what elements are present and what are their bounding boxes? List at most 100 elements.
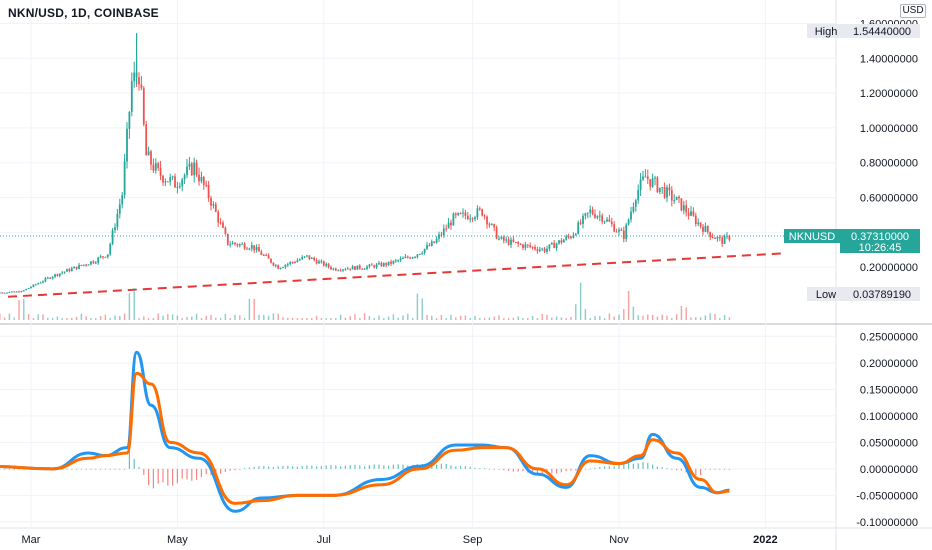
volume-bar xyxy=(675,314,678,320)
volume-bar xyxy=(272,313,275,320)
candle-body xyxy=(190,163,193,176)
macd-histogram-bar xyxy=(392,464,394,469)
candle-body xyxy=(296,260,299,263)
volume-bar xyxy=(42,314,44,320)
currency-badge[interactable]: USD xyxy=(900,4,926,18)
candle-body xyxy=(226,233,229,245)
macd-histogram-bar xyxy=(532,468,534,474)
candle-body xyxy=(284,264,287,268)
candle-body xyxy=(438,234,440,239)
macd-histogram-bar xyxy=(95,468,97,470)
candle-body xyxy=(32,284,35,287)
macd-histogram-bar xyxy=(493,468,495,470)
macd-histogram-bar xyxy=(138,467,140,469)
volume-bar xyxy=(464,315,467,320)
volume-bar xyxy=(656,316,659,320)
volume-bar xyxy=(584,309,587,320)
macd-histogram-bar xyxy=(124,468,126,470)
macd-histogram-bar xyxy=(272,467,274,469)
volume-bar xyxy=(546,314,548,320)
candle-body xyxy=(207,184,210,199)
candle-body xyxy=(680,198,683,211)
candle-body xyxy=(342,269,344,271)
candle-body xyxy=(373,265,376,268)
macd-histogram-bar xyxy=(608,466,610,469)
macd-histogram-bar xyxy=(186,468,188,480)
candle-body xyxy=(181,179,184,187)
volume-bar xyxy=(71,317,73,320)
candle-body xyxy=(692,211,695,216)
candle-body xyxy=(390,261,392,264)
volume-bar xyxy=(608,313,611,320)
macd-histogram-bar xyxy=(220,468,222,474)
candle-body xyxy=(154,163,157,171)
candle-body xyxy=(327,263,330,268)
volume-bar xyxy=(575,304,577,320)
macd-histogram-bar xyxy=(239,468,241,470)
volume-bar xyxy=(330,318,332,320)
macd-histogram-bar xyxy=(474,467,476,469)
macd-histogram-bar xyxy=(671,468,673,470)
volume-bar xyxy=(421,298,423,320)
candle-body xyxy=(466,215,469,220)
macd-histogram-bar xyxy=(104,468,106,470)
volume-bar xyxy=(459,315,462,320)
candle-body xyxy=(706,226,709,232)
volume-bar xyxy=(541,313,543,320)
macd-tick-label: 0.00000000 xyxy=(860,464,918,476)
volume-bar xyxy=(301,318,303,320)
candle-body xyxy=(445,228,448,230)
macd-histogram-bar xyxy=(349,464,351,469)
volume-bar xyxy=(95,318,97,320)
macd-histogram-bar xyxy=(556,468,558,474)
candle-body xyxy=(164,181,167,183)
volume-bar xyxy=(114,315,116,320)
candle-body xyxy=(186,166,188,176)
volume-bar xyxy=(205,315,207,320)
volume-bar xyxy=(13,317,15,320)
volume-bar xyxy=(224,313,227,320)
macd-histogram-bar xyxy=(488,468,490,470)
candle-body xyxy=(630,211,632,220)
volume-bar xyxy=(27,314,30,320)
candle-body xyxy=(560,240,563,243)
ticker-label: NKNUSD xyxy=(789,231,836,243)
candle-body xyxy=(565,236,568,240)
macd-histogram-bar xyxy=(277,466,279,469)
macd-tick-label: 0.10000000 xyxy=(860,411,918,423)
candle-body xyxy=(498,238,500,240)
macd-histogram-bar xyxy=(469,466,471,469)
volume-bar xyxy=(296,318,299,320)
candle-body xyxy=(258,247,260,252)
macd-histogram-bar xyxy=(440,463,442,469)
macd-histogram-bar xyxy=(479,468,481,469)
volume-bar xyxy=(560,317,563,320)
high-label-text: High xyxy=(815,26,838,38)
candle-body xyxy=(603,221,606,223)
candle-body xyxy=(726,235,728,237)
candle-body xyxy=(22,290,25,292)
volume-bar xyxy=(685,307,687,320)
macd-histogram-bar xyxy=(647,462,649,469)
candle-body xyxy=(241,243,244,245)
macd-histogram-bar xyxy=(431,465,433,469)
candle-body xyxy=(123,161,126,196)
candle-body xyxy=(483,215,486,217)
candle-body xyxy=(447,222,450,229)
macd-histogram-bar xyxy=(584,468,586,470)
macd-histogram-bar xyxy=(205,468,207,475)
volume-bar xyxy=(349,316,351,320)
candle-body xyxy=(166,181,169,183)
candle-body xyxy=(378,263,380,265)
macd-histogram-bar xyxy=(258,466,260,469)
candle-body xyxy=(116,213,119,228)
candle-body xyxy=(500,236,503,239)
low-label-text: Low xyxy=(816,289,836,301)
candle-body xyxy=(193,162,196,176)
candle-body xyxy=(550,242,553,245)
symbol-title[interactable]: NKN/USD, 1D, COINBASE xyxy=(8,6,159,20)
candle-body xyxy=(25,288,28,291)
candle-body xyxy=(42,281,44,283)
candle-body xyxy=(387,261,390,266)
